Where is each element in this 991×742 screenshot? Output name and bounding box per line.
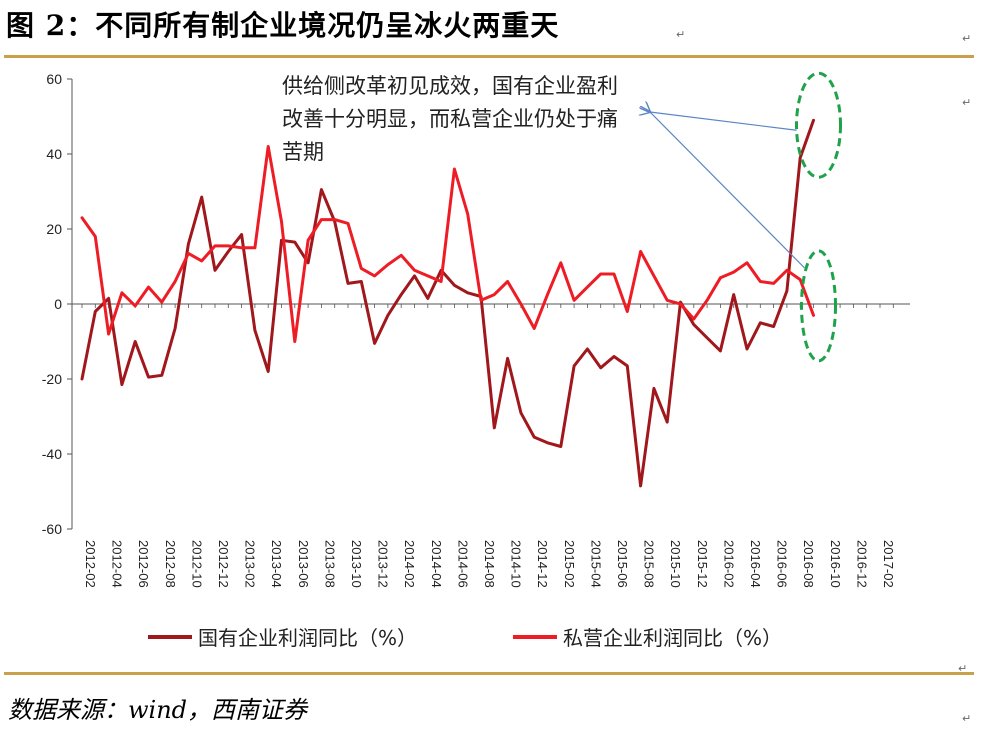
paragraph-mark-icon: ↵ [962,96,972,109]
x-tick-label: 2016-02 [721,540,736,588]
x-tick-label: 2015-02 [562,540,577,588]
x-tick-group: 2012-06 [136,540,151,588]
x-tick-label: 2014-08 [482,540,497,588]
y-tick-label: -40 [42,446,62,462]
x-tick-label: 2013-04 [269,540,284,588]
x-tick-group: 2016-12 [854,540,869,588]
x-tick-label: 2016-08 [801,540,816,588]
legend-swatch-icon [148,634,192,639]
x-tick-label: 2013-10 [349,540,364,588]
x-tick-group: 2015-04 [588,540,603,588]
x-tick-group: 2014-04 [429,540,444,588]
x-tick-group: 2013-04 [269,540,284,588]
y-tick-label: 40 [46,146,62,162]
x-tick-group: 2017-02 [881,540,896,588]
x-tick-group: 2012-12 [216,540,231,588]
x-tick-label: 2014-04 [429,540,444,588]
paragraph-mark-icon: ↵ [676,28,686,41]
x-tick-label: 2016-12 [854,540,869,588]
x-tick-label: 2012-10 [189,540,204,588]
x-tick-label: 2014-02 [402,540,417,588]
paragraph-mark-icon: ↵ [958,662,968,675]
y-tick-label: 20 [46,221,62,237]
x-tick-label: 2014-12 [535,540,550,588]
legend-label: 私营企业利润同比（%） [563,626,783,650]
x-tick-group: 2012-02 [83,540,98,588]
paragraph-mark-icon: ↵ [962,32,972,45]
x-tick-group: 2016-06 [775,540,790,588]
x-tick-label: 2015-04 [588,540,603,588]
x-tick-label: 2016-10 [828,540,843,588]
x-tick-group: 2014-02 [402,540,417,588]
x-tick-label: 2012-06 [136,540,151,588]
x-tick-group: 2016-08 [801,540,816,588]
x-tick-label: 2012-02 [83,540,98,588]
x-tick-group: 2012-04 [110,540,125,588]
x-tick-label: 2014-10 [509,540,524,588]
x-tick-label: 2015-12 [695,540,710,588]
x-tick-group: 2014-12 [535,540,550,588]
y-tick-label: -60 [42,521,62,537]
legend-item-private: 私营企业利润同比（%） [513,622,782,651]
x-tick-group: 2015-10 [668,540,683,588]
y-tick-label: 0 [54,296,62,312]
x-tick-group: 2015-02 [562,540,577,588]
x-tick-label: 2013-02 [243,540,258,588]
x-tick-group: 2014-08 [482,540,497,588]
x-tick-label: 2015-06 [615,540,630,588]
x-tick-label: 2013-06 [296,540,311,588]
x-tick-group: 2013-02 [243,540,258,588]
x-tick-group: 2015-12 [695,540,710,588]
paragraph-mark-icon: ↵ [962,712,972,725]
chart-legend: 国有企业利润同比（%） 私营企业利润同比（%） [0,622,991,652]
x-tick-label: 2016-04 [748,540,763,588]
figure-title: 图 2：不同所有制企业境况仍呈冰火两重天 [6,9,560,42]
x-tick-group: 2016-04 [748,540,763,588]
x-tick-group: 2016-10 [828,540,843,588]
x-tick-label: 2016-06 [775,540,790,588]
legend-item-state-owned: 国有企业利润同比（%） [148,622,417,651]
source-note: 数据来源：wind，西南证券 [8,696,308,724]
bottom-divider [4,672,974,675]
x-tick-group: 2012-08 [163,540,178,588]
chart-annotation: 供给侧改革初见成效，国有企业盈利改善十分明显，而私营企业仍处于痛苦期 [282,74,618,164]
legend-label: 国有企业利润同比（%） [198,626,418,650]
x-tick-label: 2015-10 [668,540,683,588]
x-tick-group: 2014-10 [509,540,524,588]
series-line-private [80,145,815,343]
x-tick-group: 2013-12 [376,540,391,588]
legend-swatch-icon [513,634,557,639]
x-tick-group: 2015-08 [642,540,657,588]
x-tick-label: 2012-12 [216,540,231,588]
series-line-state-owned [80,118,815,488]
annotation-arrow [650,112,805,269]
y-axis: 60 40 20 0 -20 -40 -60 [42,71,73,537]
x-tick-label: 2013-12 [376,540,391,588]
x-tick-group: 2016-02 [721,540,736,588]
x-tick-group: 2014-06 [455,540,470,588]
y-tick-label: -20 [42,371,62,387]
annotation-arrow [650,112,797,131]
x-tick-label: 2012-04 [110,540,125,588]
highlight-ellipse-private [800,249,837,363]
x-tick-group: 2013-08 [322,540,337,588]
x-tick-group: 2015-06 [615,540,630,588]
annotation-overlay [650,71,842,363]
highlight-ellipse-state-owned [795,71,842,179]
y-tick-label: 60 [46,71,62,87]
x-tick-label: 2017-02 [881,540,896,588]
x-tick-group: 2012-10 [189,540,204,588]
x-tick-label: 2015-08 [642,540,657,588]
x-tick-label: 2014-06 [455,540,470,588]
x-tick-group: 2013-06 [296,540,311,588]
x-tick-label: 2013-08 [322,540,337,588]
x-tick-group: 2013-10 [349,540,364,588]
top-divider [4,55,974,58]
x-axis: 2012-02 2012-04 2012-06 2012-08 2012-10 2012-… [72,303,910,588]
series-layer [80,118,815,488]
x-tick-label: 2012-08 [163,540,178,588]
